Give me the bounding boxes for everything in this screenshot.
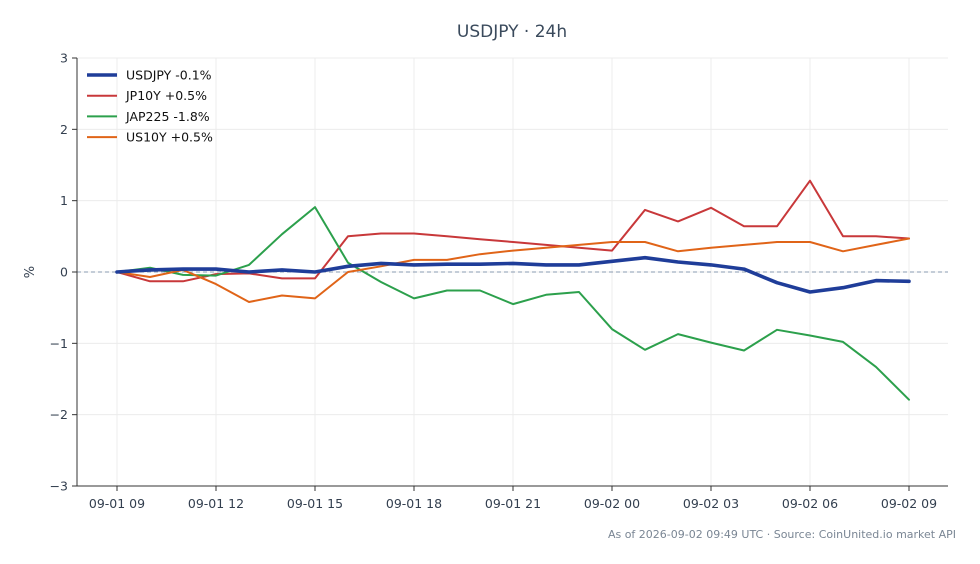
series-lines xyxy=(115,179,911,401)
y-tick-label: −3 xyxy=(50,479,68,494)
x-ticks: 09-01 09 09-01 12 09-01 15 09-01 18 09-01 21… xyxy=(89,486,937,511)
x-tick-label: 09-01 09 xyxy=(89,496,145,511)
x-tick-label: 09-02 09 xyxy=(881,496,937,511)
y-tick-label: 3 xyxy=(60,51,68,66)
legend-entry-label: JAP225 -1.8% xyxy=(125,109,210,124)
legend-entry-label: JP10Y +0.5% xyxy=(125,88,207,103)
y-tick-label: 2 xyxy=(60,122,68,137)
y-tick-label: 1 xyxy=(60,193,68,208)
legend-entry-label: USDJPY -0.1% xyxy=(126,68,212,83)
legend-entry-label: US10Y +0.5% xyxy=(126,130,213,145)
y-ticks: 3 2 1 0 −1 −2 −3 xyxy=(50,51,77,494)
y-tick-label: −2 xyxy=(50,407,68,422)
x-tick-label: 09-02 03 xyxy=(683,496,739,511)
source-footer: As of 2026-09-02 09:49 UTC · Source: Coi… xyxy=(608,528,956,541)
x-tick-label: 09-01 15 xyxy=(287,496,343,511)
x-tick-label: 09-02 00 xyxy=(584,496,640,511)
chart-title: USDJPY · 24h xyxy=(457,22,567,42)
y-tick-label: −1 xyxy=(50,336,68,351)
y-tick-label: 0 xyxy=(60,265,68,280)
y-axis-label: % xyxy=(23,266,38,278)
series-line-us10y xyxy=(116,237,910,303)
series-line-jap225 xyxy=(116,206,910,401)
legend: USDJPY -0.1% JP10Y +0.5% JAP225 -1.8% US10Y… xyxy=(87,68,213,145)
series-line-usdjpy xyxy=(115,255,911,294)
x-tick-label: 09-01 12 xyxy=(188,496,244,511)
x-tick-label: 09-01 18 xyxy=(386,496,442,511)
x-tick-label: 09-01 21 xyxy=(485,496,541,511)
x-tick-label: 09-02 06 xyxy=(782,496,838,511)
